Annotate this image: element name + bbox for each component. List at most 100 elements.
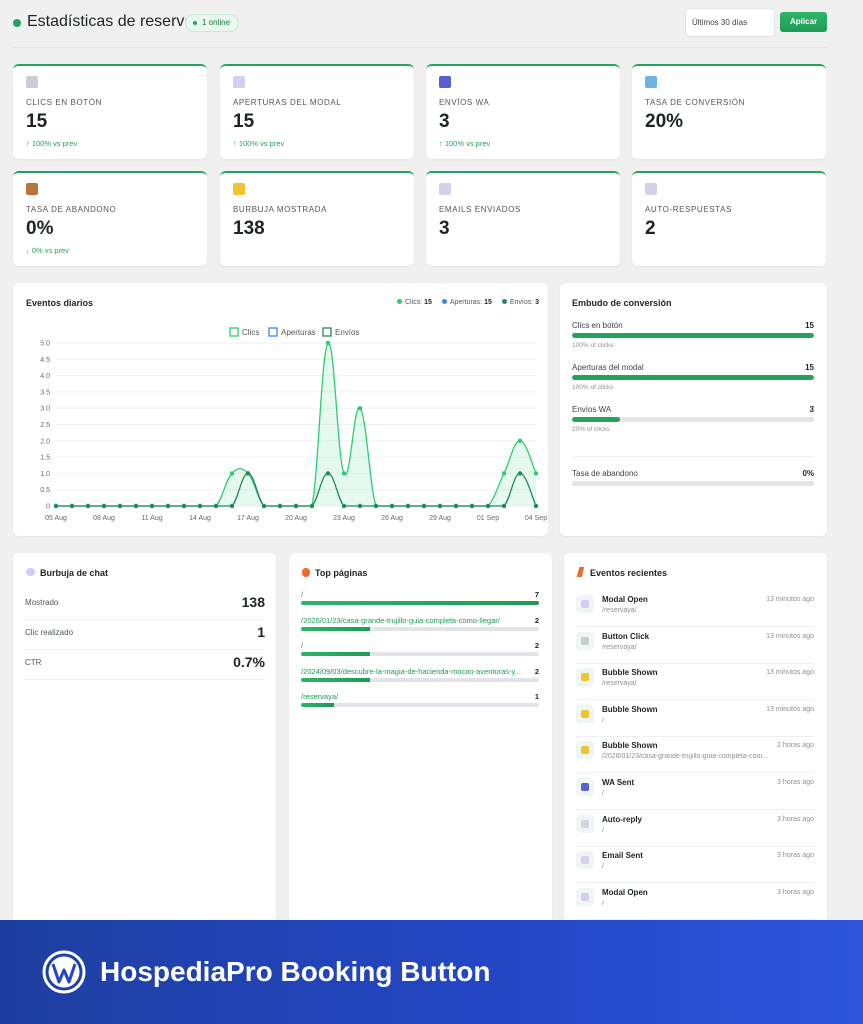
data-point: [533, 471, 539, 476]
stat-label: Clics en botón: [26, 98, 102, 107]
funnel-row-label: Clics en botón: [572, 321, 623, 330]
event-path: /: [602, 716, 604, 724]
stat-change: ↑ 100% vs prev: [26, 139, 78, 148]
top-pages-title: Top páginas: [315, 568, 368, 578]
data-point: [485, 503, 491, 509]
recent-event-row: WA Sent / 3 horas ago: [576, 774, 814, 810]
event-icon-wrap: [576, 741, 594, 760]
x-tick-label: 01 Sep: [477, 515, 499, 522]
lightning-icon: [576, 567, 585, 577]
recent-event-row: Auto-reply / 3 horas ago: [576, 811, 814, 847]
event-path: /: [602, 899, 604, 907]
stat-value: 15: [26, 111, 48, 132]
event-icon-wrap: [576, 851, 594, 870]
event-path: /: [602, 826, 604, 834]
funnel-row-value: 3: [809, 405, 814, 414]
date-range-select[interactable]: Últimos 30 días: [685, 8, 775, 37]
top-page-link[interactable]: /2024/09/03/descubre-la-magia-de-haciend…: [301, 666, 521, 676]
event-type: Modal Open: [602, 887, 648, 897]
funnel-row-value: 15: [805, 363, 814, 372]
y-tick-label: 4.0: [40, 373, 50, 380]
phone-icon: [581, 783, 589, 791]
y-tick-label: 0: [46, 504, 50, 511]
top-page-link[interactable]: /: [301, 641, 304, 650]
stat-value: 3: [439, 111, 450, 132]
legend-dot-icon: [397, 299, 402, 304]
recent-event-row: Modal Open / 3 horas ago: [576, 884, 814, 920]
mouse-icon: [26, 76, 38, 88]
bubble-stat-row: CTR 0.7%: [25, 650, 265, 680]
chat-bubble-panel: Burbuja de chat Mostrado 138 Clic realizad…: [13, 553, 276, 933]
speech-bubble-icon: [233, 76, 245, 88]
data-point: [341, 471, 347, 476]
data-point: [133, 503, 139, 509]
data-point: [501, 503, 507, 509]
event-time: 3 horas ago: [777, 815, 814, 823]
legend-swatch-icon: [268, 327, 278, 337]
chat-bubble-title: Burbuja de chat: [40, 568, 109, 578]
recent-event-row: Bubble Shown/2026/01/23/casa-grande-truj…: [576, 737, 814, 774]
top-page-bar: [301, 601, 539, 605]
page-title: Estadísticas de reservas: [27, 13, 202, 30]
top-page-row: /2026/01/23/casa-grande-trujillo-guia-co…: [301, 616, 539, 640]
funnel-row-label: Aperturas del modal: [572, 363, 644, 372]
envelope-icon: [439, 183, 451, 195]
envelope-icon: [581, 856, 589, 865]
top-page-count: 1: [534, 692, 539, 701]
top-page-row: /reservaya/1: [301, 692, 539, 716]
legend-dot-icon: [501, 299, 507, 304]
event-path: /reservaya/: [602, 643, 637, 651]
top-page-link[interactable]: /2026/01/23/casa-grande-trujillo-guia-co…: [301, 615, 500, 625]
legend-label: Clics: [242, 328, 259, 337]
data-point: [293, 503, 299, 509]
funnel-row-bar: [572, 333, 814, 338]
event-icon-wrap: [576, 778, 594, 796]
legend-swatch-icon: [322, 327, 332, 337]
x-tick-label: 20 Aug: [285, 515, 307, 522]
funnel-row-fill: [572, 375, 814, 380]
stat-card: Auto-respuestas 2: [632, 171, 826, 266]
recent-event-row: Button Click/reservaya/13 minutos ago: [576, 628, 814, 664]
funnel-abandon-bar: [572, 481, 814, 486]
online-badge: 1 online: [185, 14, 240, 32]
apply-button[interactable]: Aplicar: [780, 12, 827, 32]
daily-events-chart: 5.0 4.5 4.0 3.5 3.0 2.5 2.0 1.5 1.0 0.5 0 05 Aug 08 …: [40, 327, 547, 522]
lightbulb-icon: [581, 709, 589, 718]
event-icon-wrap: [576, 631, 594, 650]
top-page-row: /7: [301, 590, 539, 614]
mouse-icon: [581, 636, 589, 645]
stat-change: ↓ 0% vs prev: [26, 246, 69, 255]
wordpress-logo-icon: [42, 950, 86, 994]
funnel-row-fill: [572, 333, 814, 338]
top-page-bar: [301, 677, 539, 682]
top-page-link[interactable]: /: [301, 590, 304, 599]
event-type: Bubble Shown: [602, 704, 658, 714]
event-path: /: [602, 790, 604, 797]
bar-chart-icon: [645, 76, 657, 88]
top-page-bar: [301, 703, 539, 707]
funnel-abandon-label: Tasa de abandono: [572, 469, 638, 478]
y-tick-label: 1.5: [40, 455, 50, 462]
data-point: [341, 503, 347, 509]
stat-change: ↑ 100% vs prev: [439, 139, 491, 148]
funnel-row-bar: [572, 417, 814, 422]
y-tick-label: 3.5: [40, 389, 50, 396]
status-dot-icon: [13, 19, 21, 27]
phone-icon: [439, 76, 451, 88]
stat-label: Emails enviados: [439, 205, 521, 214]
stat-card: Clics en botón 15 ↑ 100% vs prev: [13, 64, 207, 159]
summary-opens: Aperturas: 15: [441, 299, 500, 306]
x-tick-label: 29 Aug: [429, 515, 451, 522]
event-icon-wrap: [576, 668, 594, 687]
stat-label: Auto-respuestas: [645, 205, 732, 214]
bubble-stat-label: Mostrado: [25, 598, 59, 607]
legend-swatch-icon: [229, 327, 239, 337]
top-page-link[interactable]: /reservaya/: [301, 692, 339, 701]
y-tick-label: 1.0: [40, 471, 50, 478]
daily-summary: Clics: 15 Aperturas: 15 Envíos: 3: [397, 299, 539, 306]
stat-card: Tasa de abandono 0% ↓ 0% vs prev: [13, 171, 207, 266]
funnel-row-sub: 20% of clicks: [572, 426, 610, 433]
event-time: 13 minutos ago: [766, 705, 814, 713]
data-point: [437, 503, 443, 509]
data-point: [453, 503, 459, 509]
